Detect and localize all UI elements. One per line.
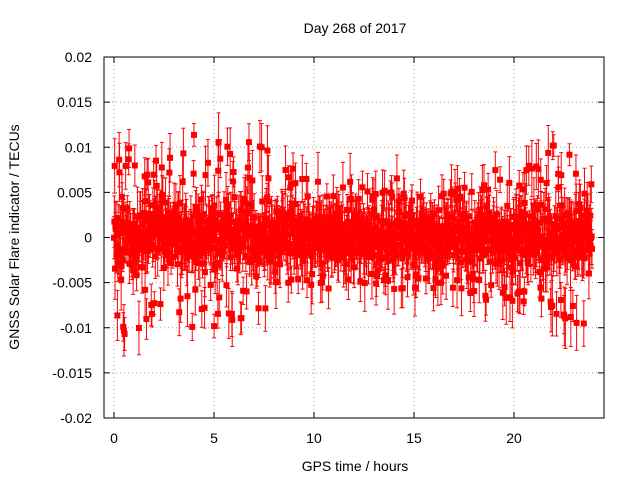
data-point bbox=[262, 285, 269, 332]
data-point bbox=[126, 128, 133, 168]
data-point bbox=[120, 304, 127, 357]
data-point bbox=[449, 268, 456, 307]
x-tick-label: 15 bbox=[406, 430, 422, 446]
data-point bbox=[122, 142, 129, 190]
data-point bbox=[482, 269, 489, 322]
data-point bbox=[295, 264, 302, 295]
data-point bbox=[258, 122, 265, 172]
data-point bbox=[211, 313, 218, 339]
data-point bbox=[148, 283, 155, 327]
data-point bbox=[224, 127, 231, 166]
y-tick-label: 0.015 bbox=[57, 94, 92, 110]
x-tick-label: 0 bbox=[110, 430, 118, 446]
y-tick-label: 0.005 bbox=[57, 184, 92, 200]
data-point bbox=[190, 123, 197, 147]
data-point bbox=[523, 145, 530, 195]
data-point bbox=[255, 291, 262, 325]
data-points bbox=[111, 112, 595, 357]
data-point bbox=[325, 267, 332, 310]
data-point bbox=[483, 283, 490, 316]
x-tick-label: 10 bbox=[306, 430, 322, 446]
data-point bbox=[364, 173, 371, 211]
y-tick-label: 0 bbox=[84, 230, 92, 246]
y-tick-label: -0.02 bbox=[60, 410, 92, 426]
data-point bbox=[151, 291, 158, 316]
data-point bbox=[111, 138, 118, 194]
data-point bbox=[399, 267, 406, 309]
data-point bbox=[121, 317, 128, 351]
data-point bbox=[135, 300, 142, 356]
data-point bbox=[422, 262, 429, 295]
data-point bbox=[580, 300, 587, 347]
data-point bbox=[204, 139, 211, 187]
data-point bbox=[131, 144, 138, 187]
data-point bbox=[192, 263, 199, 316]
y-tick-label: -0.005 bbox=[52, 275, 92, 291]
data-point bbox=[184, 265, 191, 327]
data-point bbox=[274, 195, 281, 229]
data-point bbox=[549, 274, 556, 337]
data-point bbox=[538, 280, 545, 318]
data-point bbox=[217, 139, 224, 179]
data-point bbox=[458, 260, 465, 317]
data-point bbox=[389, 182, 396, 212]
data-point bbox=[497, 166, 504, 194]
data-point bbox=[525, 145, 532, 186]
data-point bbox=[238, 302, 245, 334]
data-point bbox=[357, 261, 364, 303]
y-axis-label: GNSS Solar Flare indicator / TECUs bbox=[6, 124, 22, 349]
data-point bbox=[153, 144, 160, 177]
y-tick-label: -0.01 bbox=[60, 320, 92, 336]
data-point bbox=[468, 173, 475, 211]
data-point bbox=[528, 139, 535, 198]
data-point bbox=[190, 160, 197, 188]
data-point bbox=[492, 151, 499, 189]
x-axis-label: GPS time / hours bbox=[302, 458, 409, 474]
data-point bbox=[288, 265, 295, 294]
data-point bbox=[488, 272, 495, 298]
y-tick-label: 0.01 bbox=[65, 139, 92, 155]
y-tick-label: -0.015 bbox=[52, 365, 92, 381]
data-point bbox=[202, 145, 209, 205]
y-tick-label: 0.02 bbox=[65, 49, 92, 65]
data-point bbox=[216, 278, 223, 317]
data-point bbox=[167, 133, 174, 183]
data-point bbox=[207, 269, 214, 301]
data-point bbox=[243, 273, 250, 310]
data-point bbox=[143, 298, 150, 340]
x-tick-label: 20 bbox=[506, 430, 522, 446]
data-point bbox=[180, 127, 187, 180]
data-point bbox=[440, 178, 447, 209]
chart-title: Day 268 of 2017 bbox=[304, 20, 407, 36]
data-point bbox=[264, 182, 271, 212]
data-point bbox=[535, 139, 542, 199]
data-point bbox=[282, 145, 289, 195]
data-point bbox=[231, 181, 238, 213]
data-point bbox=[177, 274, 184, 323]
data-point bbox=[588, 165, 595, 204]
data-point bbox=[303, 162, 310, 195]
data-point bbox=[550, 134, 557, 157]
data-point bbox=[116, 142, 123, 202]
data-point bbox=[516, 194, 523, 256]
data-point bbox=[157, 287, 164, 321]
data-point bbox=[240, 276, 247, 305]
data-point bbox=[264, 125, 271, 176]
data-point bbox=[229, 292, 236, 348]
data-point bbox=[521, 276, 528, 307]
x-tick-label: 5 bbox=[210, 430, 218, 446]
data-point bbox=[566, 143, 573, 167]
data-point bbox=[114, 289, 121, 341]
data-point bbox=[388, 175, 395, 211]
data-point bbox=[225, 287, 232, 339]
data-point bbox=[189, 312, 196, 341]
